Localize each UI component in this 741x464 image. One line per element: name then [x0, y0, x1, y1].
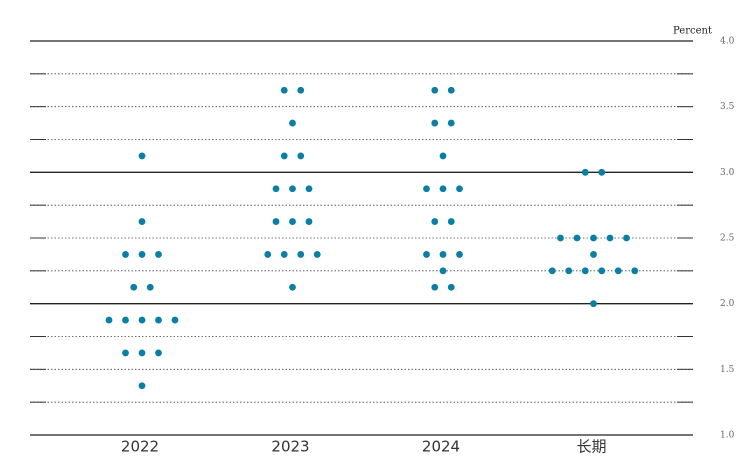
dot: [130, 283, 138, 291]
dot: [289, 218, 296, 225]
dot: [614, 267, 622, 275]
y-tick-label: 4.0: [720, 37, 735, 47]
dot: [122, 349, 129, 357]
dot: [138, 349, 146, 357]
dot: [439, 152, 447, 160]
y-tick-label: 3.0: [720, 168, 735, 178]
dot: [138, 382, 146, 390]
dot: [138, 152, 146, 160]
dot: [146, 283, 154, 291]
dot: [297, 152, 305, 160]
y-tick-label: 3.5: [720, 102, 735, 112]
dot: [289, 283, 296, 291]
dot: [431, 119, 439, 127]
dot: [456, 251, 463, 258]
dot: [138, 251, 146, 258]
dot: [423, 251, 430, 258]
dot: [423, 185, 430, 193]
dot: [171, 316, 179, 324]
dot: [138, 316, 146, 324]
dot: [155, 316, 162, 324]
dot: [631, 267, 639, 275]
dot: [447, 218, 455, 225]
dot: [623, 234, 630, 242]
y-axis-label: Percent: [673, 26, 712, 37]
dot: [606, 234, 614, 242]
dot: [439, 185, 447, 193]
y-tick-label: 2.5: [720, 234, 735, 244]
dot: [573, 234, 581, 242]
x-tick-label: 长期: [576, 438, 606, 456]
dot: [272, 185, 280, 193]
x-tick-label: 2024: [422, 438, 460, 456]
dot: [439, 251, 447, 258]
y-tick-label: 1.5: [720, 365, 735, 375]
dot: [598, 168, 606, 176]
dot: [548, 267, 556, 275]
dot: [565, 267, 573, 275]
dot: [447, 119, 455, 127]
dot: [272, 218, 280, 225]
dot: [313, 251, 321, 258]
dot: [297, 86, 305, 94]
dot: [439, 267, 447, 275]
dot: [155, 251, 162, 258]
dot: [105, 316, 113, 324]
dot: [590, 234, 597, 242]
dot: [581, 267, 589, 275]
dot: [280, 86, 288, 94]
x-tick-label: 2022: [121, 438, 159, 456]
dot: [557, 234, 564, 242]
y-tick-label: 2.0: [720, 299, 735, 309]
dot: [289, 119, 296, 127]
dot: [297, 251, 305, 258]
dot: [590, 300, 597, 308]
dot: [431, 86, 439, 94]
dot: [581, 168, 589, 176]
dot: [289, 185, 296, 193]
dot: [431, 218, 439, 225]
dot: [122, 251, 129, 258]
dot: [598, 267, 606, 275]
dot: [138, 218, 146, 225]
dot: [280, 152, 288, 160]
dot: [305, 218, 313, 225]
dot: [264, 251, 272, 258]
dot: [431, 283, 439, 291]
dot: [456, 185, 463, 193]
dot: [447, 283, 455, 291]
x-tick-label: 2023: [271, 438, 309, 456]
dot: [447, 86, 455, 94]
y-tick-label: 1.0: [720, 431, 735, 441]
dot: [280, 251, 288, 258]
dot: [590, 251, 597, 258]
dot: [122, 316, 129, 324]
dot: [305, 185, 313, 193]
dot: [155, 349, 162, 357]
